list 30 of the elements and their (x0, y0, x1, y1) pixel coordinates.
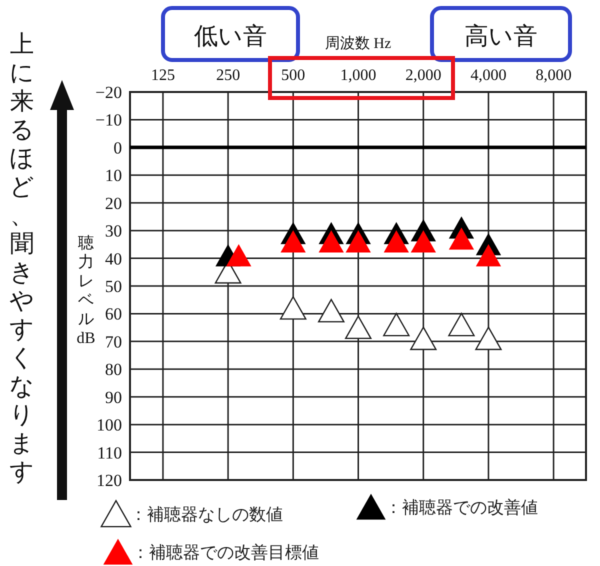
text: 上に来るほど、聞きやすくなります (10, 30, 34, 486)
y-tick-label: 90 (105, 388, 122, 407)
y-tick-label: −10 (95, 110, 122, 130)
y-tick-label: 80 (105, 360, 122, 380)
x-tick-label: 4,000 (470, 67, 506, 84)
x-tick-label: 125 (150, 67, 175, 84)
x-tick-label: 250 (216, 67, 240, 84)
y-tick-label: 70 (105, 332, 122, 352)
legend-label: ：補聴器なしの数値 (130, 505, 283, 525)
y-tick-label: 100 (96, 416, 122, 435)
y-tick-label: 120 (96, 471, 122, 490)
y-tick-label: −20 (95, 83, 122, 102)
y-tick-label: 10 (105, 166, 122, 186)
text: 低い音 (194, 22, 267, 50)
y-tick-label: 20 (105, 194, 122, 213)
y-tick-label: 0 (114, 138, 122, 158)
y-tick-label: 30 (105, 222, 122, 241)
text: 高い音 (464, 22, 538, 50)
y-axis-title: 聴力レベル dB (76, 234, 96, 347)
legend-label: ：補聴器での改善値 (385, 498, 538, 518)
y-tick-label: 110 (97, 443, 122, 462)
x-tick-label: 500 (281, 67, 306, 84)
y-tick-label: 60 (105, 304, 122, 324)
y-tick-label: 40 (105, 249, 122, 268)
legend-label: ：補聴器での改善目標値 (132, 543, 319, 563)
x-tick-label: 1,000 (340, 67, 376, 84)
y-tick-label: 50 (105, 277, 122, 296)
x-tick-label: 2,000 (405, 67, 442, 84)
x-axis-title: 周波数 Hz (324, 35, 392, 52)
x-tick-label: 8,000 (536, 67, 572, 84)
